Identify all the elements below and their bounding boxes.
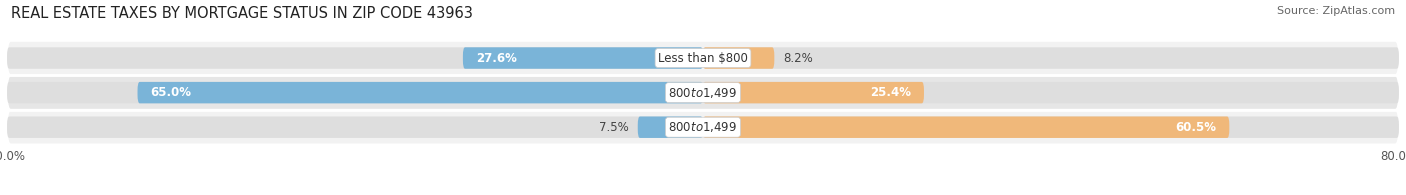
FancyBboxPatch shape (138, 82, 703, 103)
FancyBboxPatch shape (7, 75, 1399, 110)
FancyBboxPatch shape (703, 47, 1399, 69)
Text: 27.6%: 27.6% (477, 51, 517, 65)
Text: Less than $800: Less than $800 (658, 51, 748, 65)
Text: REAL ESTATE TAXES BY MORTGAGE STATUS IN ZIP CODE 43963: REAL ESTATE TAXES BY MORTGAGE STATUS IN … (11, 6, 474, 21)
FancyBboxPatch shape (7, 82, 703, 103)
FancyBboxPatch shape (703, 82, 924, 103)
Text: $800 to $1,499: $800 to $1,499 (668, 86, 738, 100)
FancyBboxPatch shape (703, 116, 1229, 138)
FancyBboxPatch shape (7, 116, 703, 138)
Text: 8.2%: 8.2% (783, 51, 813, 65)
FancyBboxPatch shape (638, 116, 703, 138)
FancyBboxPatch shape (7, 110, 1399, 144)
FancyBboxPatch shape (703, 82, 1399, 103)
Text: Source: ZipAtlas.com: Source: ZipAtlas.com (1277, 6, 1395, 16)
Text: 65.0%: 65.0% (150, 86, 191, 99)
FancyBboxPatch shape (703, 116, 1399, 138)
Text: 7.5%: 7.5% (599, 121, 628, 134)
FancyBboxPatch shape (463, 47, 703, 69)
Text: 60.5%: 60.5% (1175, 121, 1216, 134)
FancyBboxPatch shape (7, 47, 703, 69)
FancyBboxPatch shape (703, 47, 775, 69)
Text: $800 to $1,499: $800 to $1,499 (668, 120, 738, 134)
FancyBboxPatch shape (7, 41, 1399, 75)
Text: 25.4%: 25.4% (870, 86, 911, 99)
